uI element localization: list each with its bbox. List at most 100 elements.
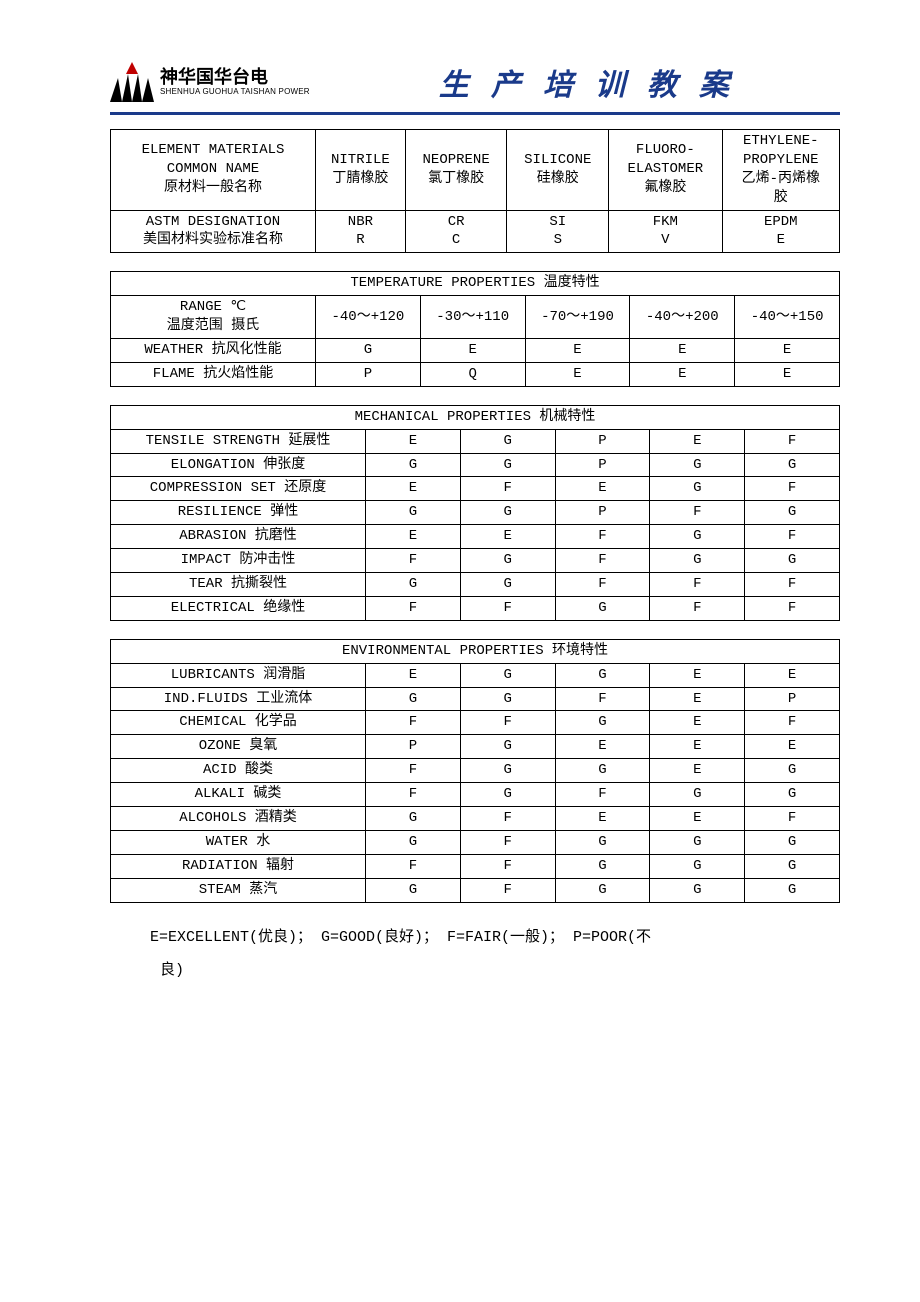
- cell: E: [555, 477, 650, 501]
- cell: G: [745, 549, 840, 573]
- cell: G: [650, 830, 745, 854]
- cell: G: [555, 711, 650, 735]
- cell: F: [460, 477, 555, 501]
- cell: E: [650, 759, 745, 783]
- table-row: STEAM 蒸汽GFGGG: [111, 878, 840, 902]
- logo-text: 神华国华台电 SHENHUA GUOHUA TAISHAN POWER: [160, 68, 310, 96]
- cell: G: [460, 429, 555, 453]
- cell: F: [650, 573, 745, 597]
- cell: E: [745, 663, 840, 687]
- cell: F: [555, 783, 650, 807]
- cell: -40～+150: [735, 296, 840, 339]
- cell: F: [460, 830, 555, 854]
- cell: G: [745, 453, 840, 477]
- table-row: RADIATION 辐射FFGGG: [111, 854, 840, 878]
- cell: F: [650, 501, 745, 525]
- cell: G: [460, 549, 555, 573]
- cell: F: [555, 549, 650, 573]
- row-label: STEAM 蒸汽: [111, 878, 366, 902]
- row-label: COMPRESSION SET 还原度: [111, 477, 366, 501]
- cell: SIS: [507, 210, 609, 253]
- cell: F: [366, 783, 461, 807]
- cell: G: [745, 878, 840, 902]
- cell: P: [745, 687, 840, 711]
- cell: G: [650, 453, 745, 477]
- legend-line1: E=EXCELLENT(优良)； G=GOOD(良好)； F=FAIR(一般)；…: [150, 929, 651, 946]
- cell: CRC: [405, 210, 507, 253]
- logo-block: 神华国华台电 SHENHUA GUOHUA TAISHAN POWER: [110, 62, 310, 102]
- table-row: OZONE 臭氧PGEEE: [111, 735, 840, 759]
- cell: NBRR: [316, 210, 406, 253]
- row-label: ASTM DESIGNATION美国材料实验标准名称: [111, 210, 316, 253]
- cell: -40～+120: [316, 296, 421, 339]
- cell: F: [745, 711, 840, 735]
- row-label: ABRASION 抗磨性: [111, 525, 366, 549]
- cell: G: [650, 549, 745, 573]
- table-title: TEMPERATURE PROPERTIES 温度特性: [111, 272, 840, 296]
- table-row: ELECTRICAL 绝缘性FFGFF: [111, 596, 840, 620]
- cell: F: [745, 596, 840, 620]
- cell: E: [650, 735, 745, 759]
- cell: E: [525, 339, 630, 363]
- cell: E: [366, 477, 461, 501]
- table-row: FLAME 抗火焰性能PQEEE: [111, 362, 840, 386]
- cell: P: [366, 735, 461, 759]
- table-row: WATER 水GFGGG: [111, 830, 840, 854]
- table-row: ELONGATION 伸张度GGPGG: [111, 453, 840, 477]
- cell: F: [460, 807, 555, 831]
- row-label: CHEMICAL 化学品: [111, 711, 366, 735]
- cell: E: [555, 807, 650, 831]
- mechanical-table: MECHANICAL PROPERTIES 机械特性TENSILE STRENG…: [110, 405, 840, 621]
- table-row: RANGE ℃温度范围 摄氏-40～+120-30～+110-70～+190-4…: [111, 296, 840, 339]
- row-label: RADIATION 辐射: [111, 854, 366, 878]
- cell: G: [366, 807, 461, 831]
- cell: G: [366, 687, 461, 711]
- cell: F: [650, 596, 745, 620]
- materials-table: ELEMENT MATERIALSCOMMON NAME原材料一般名称NITRI…: [110, 129, 840, 253]
- cell: F: [366, 759, 461, 783]
- cell: G: [745, 501, 840, 525]
- table-row: LUBRICANTS 润滑脂EGGEE: [111, 663, 840, 687]
- table-row: WEATHER 抗风化性能GEEEE: [111, 339, 840, 363]
- cell: -70～+190: [525, 296, 630, 339]
- table-title-row: ENVIRONMENTAL PROPERTIES 环境特性: [111, 639, 840, 663]
- cell: G: [366, 830, 461, 854]
- cell: E: [630, 339, 735, 363]
- table-title-row: MECHANICAL PROPERTIES 机械特性: [111, 405, 840, 429]
- cell: G: [745, 759, 840, 783]
- cell: G: [555, 878, 650, 902]
- cell: G: [366, 878, 461, 902]
- cell: E: [555, 735, 650, 759]
- cell: G: [555, 663, 650, 687]
- row-label: ELECTRICAL 绝缘性: [111, 596, 366, 620]
- cell: P: [555, 453, 650, 477]
- cell: G: [460, 453, 555, 477]
- table-row: ACID 酸类FGGEG: [111, 759, 840, 783]
- cell: NEOPRENE氯丁橡胶: [405, 130, 507, 211]
- cell: E: [735, 362, 840, 386]
- cell: E: [630, 362, 735, 386]
- cell: E: [366, 525, 461, 549]
- table-row: ALKALI 碱类FGFGG: [111, 783, 840, 807]
- cell: G: [460, 783, 555, 807]
- logo-cn: 神华国华台电: [160, 68, 310, 87]
- cell: E: [650, 711, 745, 735]
- cell: G: [650, 854, 745, 878]
- cell: F: [745, 807, 840, 831]
- logo-icon: [110, 62, 154, 102]
- cell: G: [460, 501, 555, 525]
- cell: P: [316, 362, 421, 386]
- cell: -40～+200: [630, 296, 735, 339]
- cell: G: [745, 854, 840, 878]
- row-label: RANGE ℃温度范围 摄氏: [111, 296, 316, 339]
- table-title-row: TEMPERATURE PROPERTIES 温度特性: [111, 272, 840, 296]
- row-label: WEATHER 抗风化性能: [111, 339, 316, 363]
- cell: F: [460, 854, 555, 878]
- cell: E: [650, 687, 745, 711]
- cell: G: [316, 339, 421, 363]
- table-row: ELEMENT MATERIALSCOMMON NAME原材料一般名称NITRI…: [111, 130, 840, 211]
- cell: E: [420, 339, 525, 363]
- cell: G: [460, 759, 555, 783]
- environmental-table: ENVIRONMENTAL PROPERTIES 环境特性LUBRICANTS …: [110, 639, 840, 903]
- row-label: RESILIENCE 弹性: [111, 501, 366, 525]
